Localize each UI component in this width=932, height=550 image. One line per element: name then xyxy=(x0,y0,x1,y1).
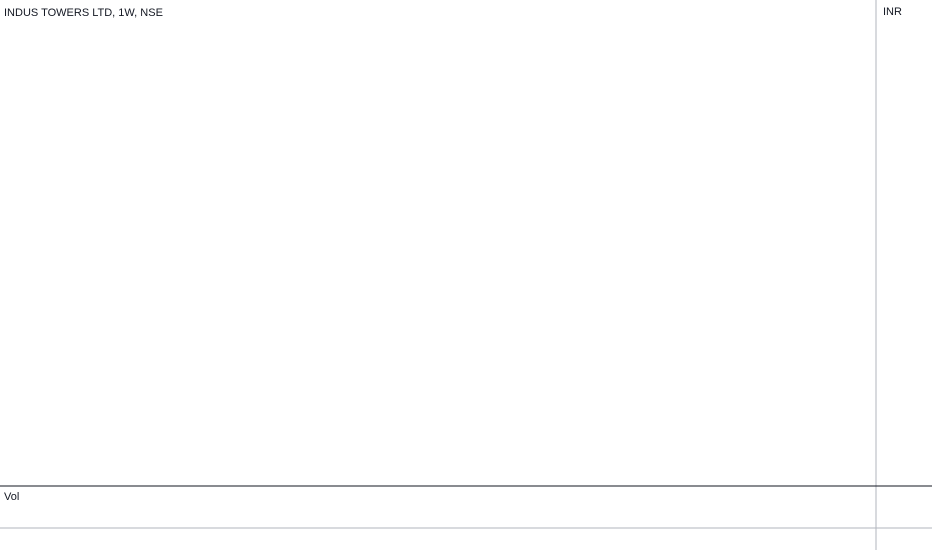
currency: INR xyxy=(883,6,902,18)
chart-title: INDUS TOWERS LTD, 1W, NSE xyxy=(4,7,163,19)
volume-label: Vol xyxy=(4,491,19,503)
